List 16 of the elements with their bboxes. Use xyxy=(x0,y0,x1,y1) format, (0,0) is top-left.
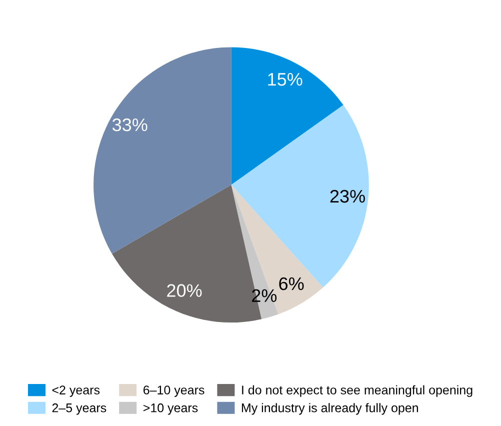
data-label: 2% xyxy=(252,289,277,302)
legend-label: My industry is already fully open xyxy=(242,403,418,415)
pie-slice xyxy=(231,47,344,185)
legend-label: <2 years xyxy=(52,386,100,397)
data-label: 20% xyxy=(167,284,202,297)
legend-label: I do not expect to see meaningful opening xyxy=(242,385,472,397)
data-label: 23% xyxy=(330,190,365,203)
legend-label: 2–5 years xyxy=(52,403,106,415)
data-label: 6% xyxy=(279,277,304,290)
pie-slice xyxy=(231,184,278,320)
legend-label: 6–10 years xyxy=(143,386,204,397)
data-label: 33% xyxy=(112,118,148,132)
data-label: 15% xyxy=(268,73,302,86)
pie-slice xyxy=(231,184,324,314)
pie-slice xyxy=(94,47,232,254)
legend-label: >10 years xyxy=(143,403,198,415)
